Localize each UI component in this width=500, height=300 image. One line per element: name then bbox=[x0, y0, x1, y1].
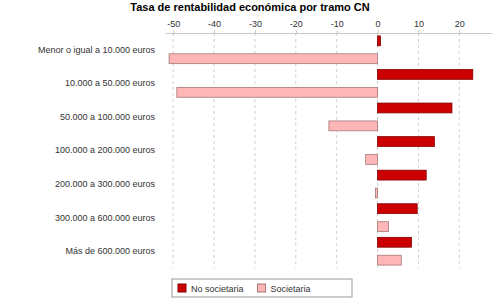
category-label: 10.000 a 50.000 euros bbox=[65, 78, 156, 88]
tick: 300.000 a 600.000 euros bbox=[55, 213, 165, 223]
bar bbox=[378, 222, 389, 232]
bar bbox=[366, 155, 378, 165]
tick: -20 bbox=[290, 19, 303, 33]
tick-label: -20 bbox=[290, 19, 303, 29]
tick: Más de 600.000 euros bbox=[65, 246, 165, 256]
tick: -10 bbox=[331, 19, 344, 33]
tick-mark bbox=[337, 30, 338, 33]
series bbox=[169, 54, 401, 265]
bar bbox=[376, 188, 378, 198]
tick: Menor o igual a 10.000 euros bbox=[38, 45, 165, 55]
chart: Tasa de rentabilidad económica por tramo… bbox=[0, 0, 500, 300]
tick-label: -10 bbox=[331, 19, 344, 29]
bar bbox=[378, 255, 402, 265]
bar bbox=[169, 54, 377, 64]
x-axis: -50 -40 -30 -20 -10 0 10 20 bbox=[166, 19, 493, 34]
tick: -50 bbox=[167, 19, 180, 33]
tick-label: -30 bbox=[249, 19, 262, 29]
tick-mark bbox=[214, 30, 215, 33]
grid-line bbox=[377, 33, 378, 268]
legend-swatch bbox=[178, 284, 186, 292]
tick: 10.000 a 50.000 euros bbox=[65, 78, 165, 88]
bar bbox=[378, 69, 473, 79]
category-label: 200.000 a 300.000 euros bbox=[55, 179, 156, 189]
tick-mark bbox=[296, 30, 297, 33]
legend: No societaria Societaria bbox=[172, 279, 352, 297]
tick: 20 bbox=[455, 19, 465, 33]
grid-line bbox=[214, 33, 215, 268]
category-label: 100.000 a 200.000 euros bbox=[55, 145, 156, 155]
legend-label: Societaria bbox=[271, 284, 311, 294]
tick-label: 20 bbox=[455, 19, 465, 29]
grid-line bbox=[295, 33, 296, 268]
bar bbox=[378, 237, 412, 247]
plot: -50 -40 -30 -20 -10 0 10 20 Menor o igual a 10.0… bbox=[38, 19, 493, 268]
tick-mark bbox=[459, 30, 460, 33]
tick: 100.000 a 200.000 euros bbox=[55, 145, 165, 155]
y-axis: Menor o igual a 10.000 euros 10.000 a 50.… bbox=[38, 45, 165, 256]
title: Tasa de rentabilidad económica por tramo… bbox=[130, 1, 369, 13]
tick-mark bbox=[418, 30, 419, 33]
category-label: 50.000 a 100.000 euros bbox=[60, 112, 156, 122]
category-label: 300.000 a 600.000 euros bbox=[55, 213, 156, 223]
legend-label: No societaria bbox=[191, 284, 244, 294]
grid-line bbox=[254, 33, 255, 268]
bar bbox=[177, 87, 378, 97]
legend-swatch bbox=[258, 284, 266, 292]
grid-line bbox=[459, 33, 460, 268]
tick: 50.000 a 100.000 euros bbox=[60, 112, 165, 122]
tick-label: 0 bbox=[376, 19, 381, 29]
tick-mark bbox=[378, 30, 379, 33]
tick-label: -50 bbox=[167, 19, 180, 29]
bar bbox=[378, 36, 381, 46]
grid-line bbox=[336, 33, 337, 268]
tick: 200.000 a 300.000 euros bbox=[55, 179, 165, 189]
series bbox=[378, 36, 473, 247]
axis-line bbox=[166, 33, 493, 34]
bars bbox=[169, 36, 473, 265]
tick-mark bbox=[255, 30, 256, 33]
legend-box bbox=[172, 279, 352, 297]
tick-label: -40 bbox=[208, 19, 221, 29]
category-label: Más de 600.000 euros bbox=[65, 246, 155, 256]
tick: -40 bbox=[208, 19, 221, 33]
grid-line bbox=[173, 33, 174, 268]
tick: 10 bbox=[414, 19, 424, 33]
category-label: Menor o igual a 10.000 euros bbox=[38, 45, 156, 55]
bar bbox=[329, 121, 378, 131]
bar bbox=[378, 204, 418, 214]
grid bbox=[173, 33, 459, 268]
tick-mark bbox=[173, 30, 174, 33]
bar bbox=[378, 103, 452, 113]
tick-label: 10 bbox=[414, 19, 424, 29]
grid-line bbox=[418, 33, 419, 268]
tick: -30 bbox=[249, 19, 262, 33]
tick: 0 bbox=[376, 19, 381, 33]
bar bbox=[378, 137, 435, 147]
bar bbox=[378, 170, 427, 180]
